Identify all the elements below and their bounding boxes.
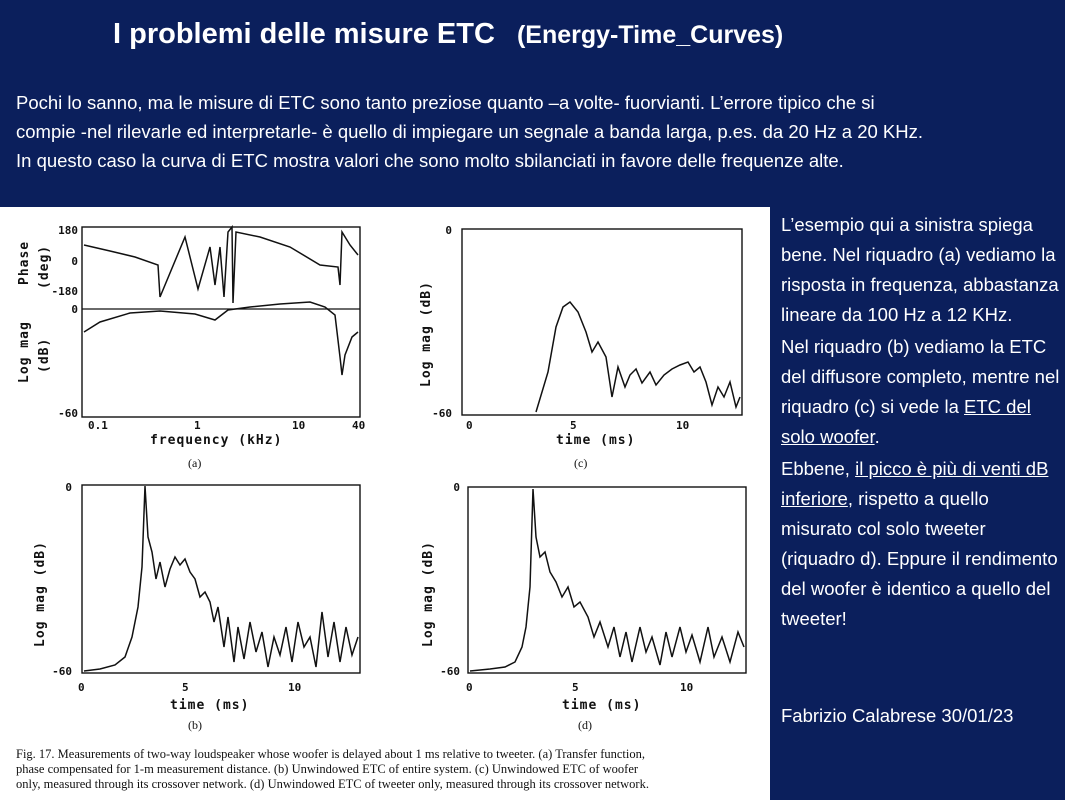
tick-label: 180 bbox=[58, 224, 78, 237]
tick-label: 40 bbox=[352, 419, 365, 432]
panel-tag: (d) bbox=[578, 718, 592, 732]
axis-label: time (ms) bbox=[556, 433, 635, 448]
figure-plots: 180 0 -180 0 -60 Phase (deg) Log mag (dB… bbox=[17, 224, 747, 732]
magnitude-curve bbox=[83, 301, 359, 376]
system-etc-curve bbox=[83, 485, 359, 672]
axis-label: Phase bbox=[17, 241, 32, 285]
axis-label: (dB) bbox=[37, 338, 52, 373]
caption-line: Fig. 17. Measurements of two-way loudspe… bbox=[16, 747, 646, 761]
panel-c: 0 -60 Log mag (dB) 0 5 10 time (ms) (c) bbox=[419, 224, 743, 470]
axis-label: Log mag (dB) bbox=[419, 281, 434, 387]
tick-label: 0 bbox=[466, 681, 473, 694]
intro-line: Pochi lo sanno, ma le misure di ETC sono… bbox=[16, 92, 875, 113]
phase-curve bbox=[83, 224, 359, 304]
woofer-etc-highlight: ETC del solo woofer bbox=[781, 396, 1031, 447]
tweeter-etc-curve bbox=[469, 488, 745, 672]
tick-label: 0 bbox=[445, 224, 452, 237]
tick-label: 1 bbox=[194, 419, 201, 432]
tick-label: -60 bbox=[432, 407, 452, 420]
figure-caption: Fig. 17. Measurements of two-way loudspe… bbox=[16, 747, 768, 792]
sidebar-text-span: . bbox=[874, 426, 880, 447]
panel-c-frame bbox=[461, 228, 743, 416]
slide-title: I problemi delle misure ETC (Energy-Time_… bbox=[113, 18, 783, 51]
tick-label: 0 bbox=[65, 481, 72, 494]
tick-label: 0 bbox=[466, 419, 473, 432]
sidebar-text-span: Nel riquadro (b) vediamo la ETC del diff… bbox=[781, 336, 1060, 417]
sidebar-paragraph: L’esempio qui a sinistra spiega bene. Ne… bbox=[781, 214, 1059, 325]
intro-paragraph: Pochi lo sanno, ma le misure di ETC sono… bbox=[16, 88, 1056, 175]
panel-a: 180 0 -180 0 -60 Phase (deg) Log mag (dB… bbox=[17, 224, 365, 470]
tick-label: 5 bbox=[570, 419, 577, 432]
panel-b-frame bbox=[81, 484, 361, 674]
tick-label: -60 bbox=[58, 407, 78, 420]
axis-label: Log mag bbox=[17, 321, 32, 383]
axis-label: Log mag (dB) bbox=[421, 541, 436, 647]
panel-tag: (b) bbox=[188, 718, 202, 732]
intro-line: compie -nel rilevarle ed interpretarle- … bbox=[16, 121, 924, 142]
tick-label: -180 bbox=[52, 285, 79, 298]
tick-label: 5 bbox=[182, 681, 189, 694]
peak-highlight: il picco è più di venti dB inferiore bbox=[781, 458, 1049, 509]
axis-label: (deg) bbox=[37, 245, 52, 289]
panel-d: 0 -60 Log mag (dB) 0 5 10 time (ms) (d) bbox=[421, 481, 747, 732]
tick-label: -60 bbox=[440, 665, 460, 678]
intro-line: In questo caso la curva di ETC mostra va… bbox=[16, 150, 844, 171]
tick-label: 5 bbox=[572, 681, 579, 694]
tick-label: 10 bbox=[680, 681, 693, 694]
panel-tag: (c) bbox=[574, 456, 587, 470]
axis-label: time (ms) bbox=[170, 698, 249, 713]
axis-label: time (ms) bbox=[562, 698, 641, 713]
tick-label: 0 bbox=[71, 255, 78, 268]
sidebar-text-span: , rispetto a quello misurato col solo tw… bbox=[781, 488, 1058, 629]
tick-label: 0 bbox=[78, 681, 85, 694]
sidebar-paragraph: Nel riquadro (b) vediamo la ETC del diff… bbox=[781, 332, 1061, 452]
author-signature: Fabrizio Calabrese 30/01/23 bbox=[781, 705, 1014, 726]
tick-label: 10 bbox=[288, 681, 301, 694]
panel-tag: (a) bbox=[188, 456, 201, 470]
axis-label: frequency (kHz) bbox=[150, 433, 282, 448]
sidebar-paragraph: Ebbene, il picco è più di venti dB infer… bbox=[781, 454, 1061, 634]
tick-label: -60 bbox=[52, 665, 72, 678]
caption-line: phase compensated for 1-m measurement di… bbox=[16, 762, 639, 776]
measurement-figure: 180 0 -180 0 -60 Phase (deg) Log mag (dB… bbox=[0, 207, 770, 800]
woofer-etc-curve bbox=[535, 300, 741, 413]
sidebar-text: L’esempio qui a sinistra spiega bene. Ne… bbox=[781, 210, 1061, 636]
tick-label: 0.1 bbox=[88, 419, 108, 432]
tick-label: 10 bbox=[292, 419, 305, 432]
title-text: I problemi delle misure ETC bbox=[113, 18, 495, 50]
sidebar-text-span: Ebbene, bbox=[781, 458, 856, 479]
tick-label: 0 bbox=[453, 481, 460, 494]
title-subtitle: (Energy-Time_Curves) bbox=[516, 21, 784, 49]
tick-label: 10 bbox=[676, 419, 689, 432]
panel-a-frame bbox=[81, 226, 361, 418]
panel-d-frame bbox=[467, 486, 747, 674]
panel-b: 0 -60 Log mag (dB) 0 5 10 time (ms) (b) bbox=[33, 481, 361, 732]
caption-line: only, measured through its crossover net… bbox=[16, 777, 649, 791]
tick-label: 0 bbox=[71, 303, 78, 316]
axis-label: Log mag (dB) bbox=[33, 541, 48, 647]
